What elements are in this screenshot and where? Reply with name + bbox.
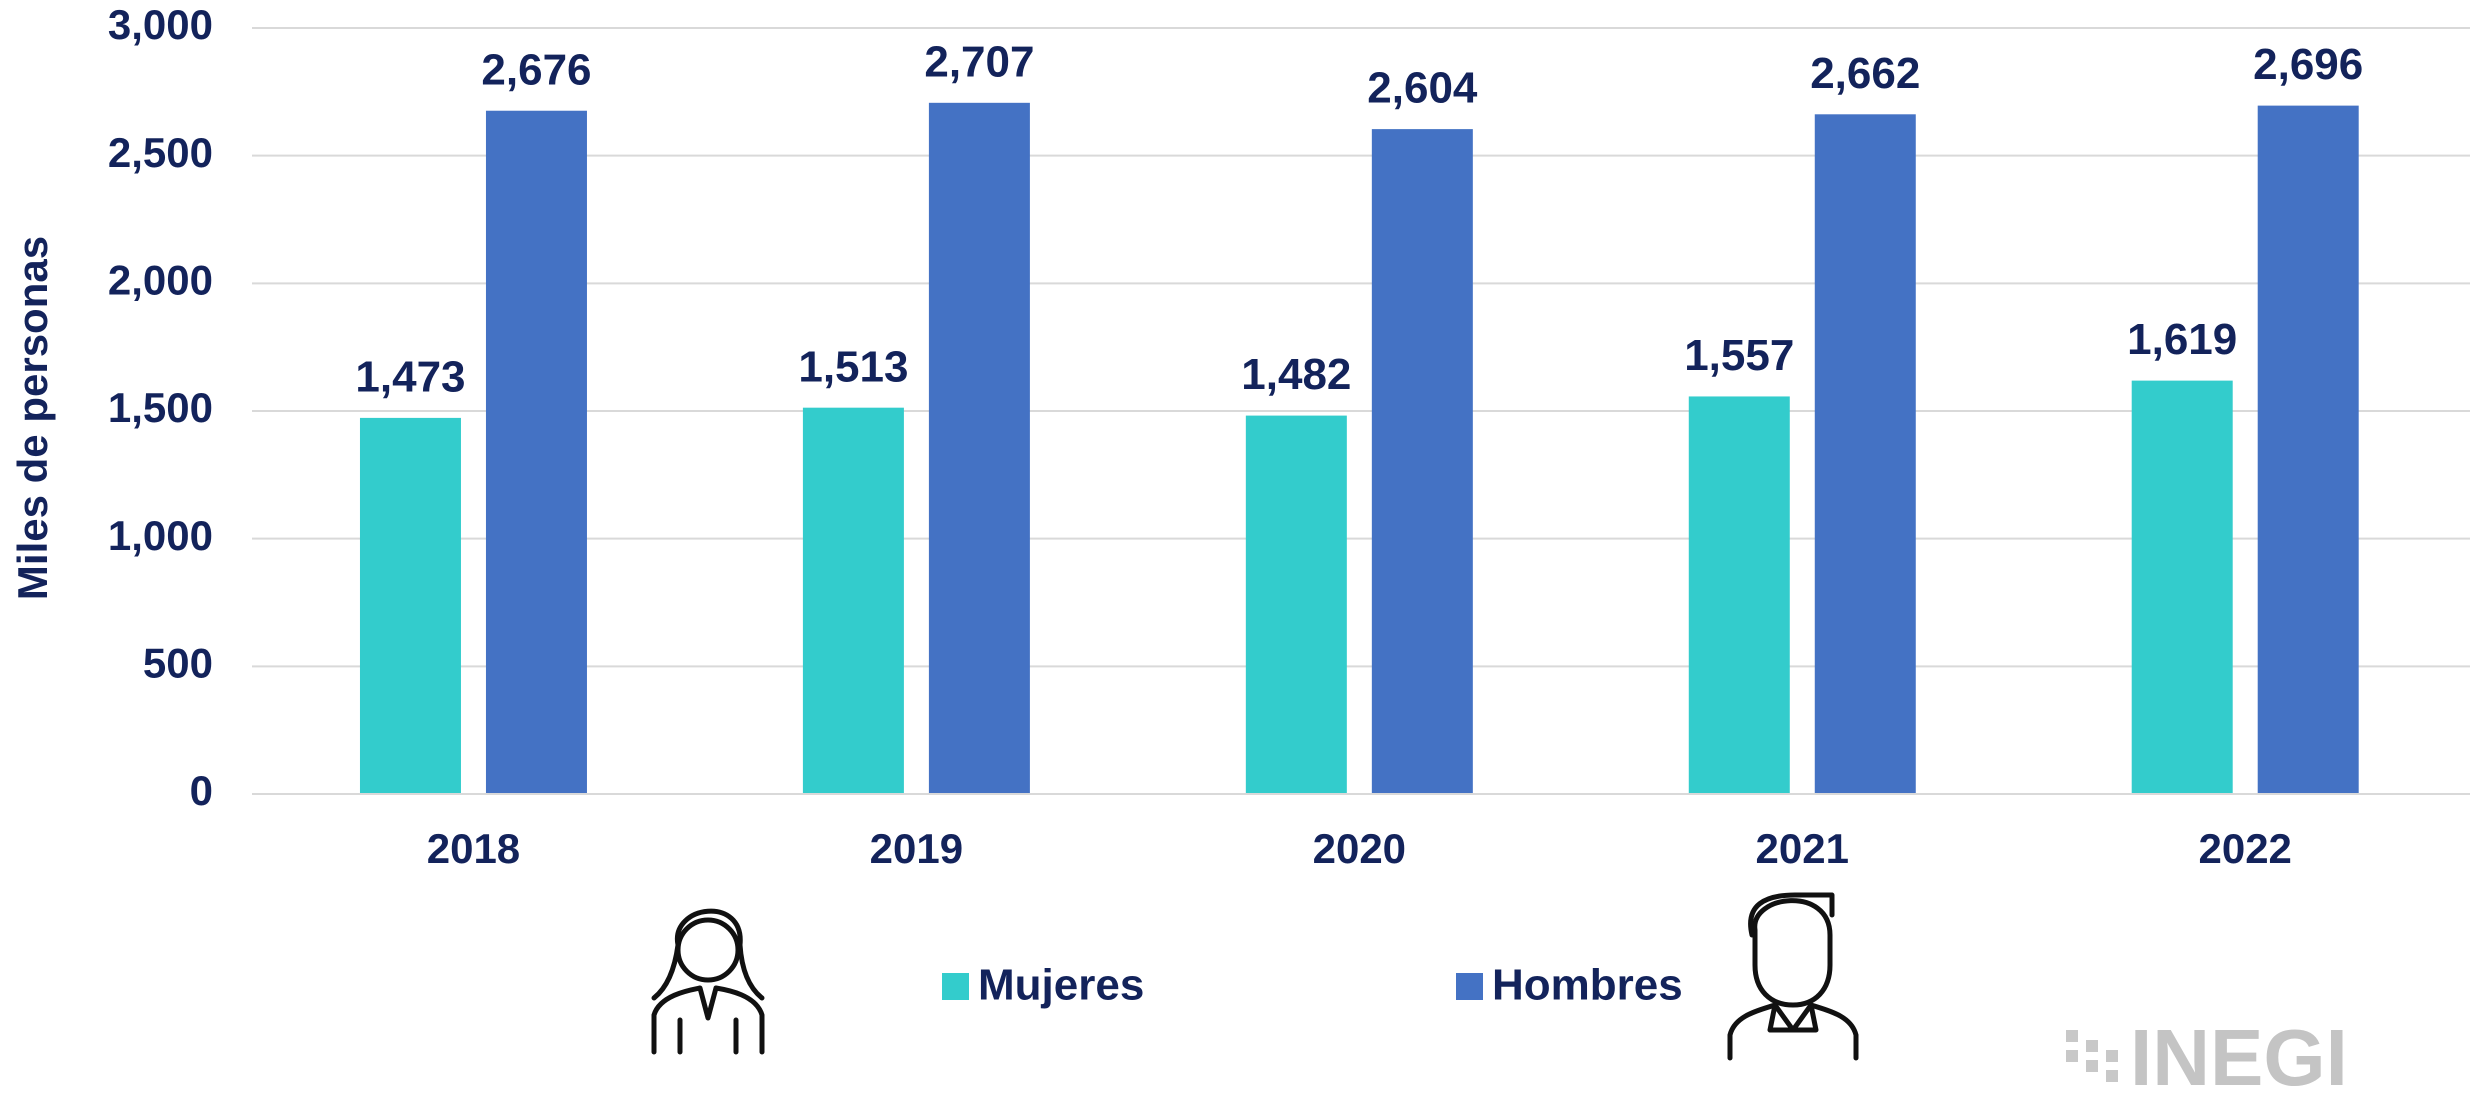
x-tick-label: 2020: [1313, 825, 1406, 872]
logo: INEGI: [2066, 1013, 2348, 1100]
y-tick-label: 2,500: [108, 129, 213, 176]
value-label: 1,482: [1241, 350, 1351, 399]
man-icon: [1727, 892, 1859, 1061]
legend-label: Hombres: [1492, 961, 1683, 1010]
legend-label: Mujeres: [978, 961, 1144, 1010]
x-tick-label: 2018: [427, 825, 520, 872]
bar: [1688, 396, 1790, 794]
value-label: 1,619: [2127, 315, 2237, 364]
x-tick-label: 2022: [2198, 825, 2291, 872]
y-tick-label: 3,000: [108, 1, 213, 48]
value-label: 2,604: [1367, 64, 1478, 113]
bar: [928, 102, 1030, 794]
bar: [359, 417, 461, 794]
value-label: 2,662: [1810, 49, 1920, 98]
legend-swatch: [1456, 973, 1483, 1000]
y-tick-label: 2,000: [108, 256, 213, 303]
value-label: 1,513: [798, 342, 908, 391]
logo-dot: [2066, 1050, 2078, 1062]
value-label: 1,473: [355, 353, 465, 402]
bar: [1814, 114, 1916, 794]
value-label: 2,676: [481, 45, 591, 94]
y-tick-label: 1,000: [108, 512, 213, 559]
logo-dot: [2106, 1050, 2118, 1062]
y-tick-label: 0: [190, 767, 213, 814]
bar: [802, 407, 904, 794]
value-label: 2,707: [924, 37, 1034, 86]
logo-dot: [2066, 1030, 2078, 1042]
logo-dot: [2086, 1060, 2098, 1072]
bar: [1371, 129, 1473, 794]
value-label: 2,696: [2253, 40, 2363, 89]
bar: [485, 110, 587, 794]
y-axis-label: Miles de personas: [9, 236, 56, 600]
logo-text: INEGI: [2130, 1013, 2348, 1100]
x-tick-label: 2019: [870, 825, 963, 872]
y-tick-label: 500: [143, 639, 213, 686]
legend-swatch: [942, 973, 969, 1000]
x-tick-label: 2021: [1756, 825, 1849, 872]
bar: [1245, 415, 1347, 794]
woman-icon: [651, 908, 765, 1055]
logo-dot: [2086, 1040, 2098, 1052]
value-label: 1,557: [1684, 331, 1794, 380]
logo-dot: [2106, 1070, 2118, 1082]
bar: [2131, 380, 2233, 794]
bar: [2257, 105, 2359, 794]
y-tick-label: 1,500: [108, 384, 213, 431]
